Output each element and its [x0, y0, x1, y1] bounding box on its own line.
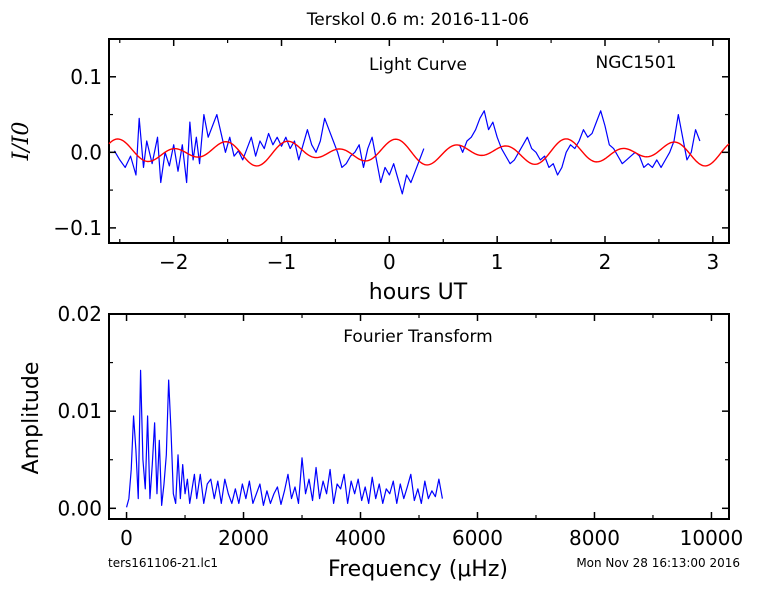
- x-tick-label: −2: [159, 250, 188, 274]
- y-axis-label-text: I/I0: [9, 122, 34, 162]
- fourier-transform-chart: Fourier Transform Frequency (μHz) Amplit…: [19, 302, 743, 582]
- fourier-transform-y-ticks: 0.00 0.01 0.02: [57, 302, 729, 520]
- fourier-transform-title: Fourier Transform: [343, 327, 492, 347]
- amp-tick-label: 0.01: [57, 399, 102, 423]
- x-tick-label: 3: [706, 250, 719, 274]
- fourier-transform-x-ticks: 0 2000 4000 6000 8000 10000: [120, 314, 743, 550]
- x-axis-label: hours UT: [369, 280, 468, 305]
- generation-timestamp: Mon Nov 28 16:13:00 2016: [576, 556, 740, 570]
- amplitude-axis-label: Amplitude: [19, 362, 44, 475]
- y-axis-label: I/I0: [9, 122, 34, 162]
- fourier-spectrum-line: [125, 369, 443, 508]
- freq-tick-label: 4000: [335, 526, 386, 550]
- freq-tick-label: 8000: [569, 526, 620, 550]
- light-curve-series: [108, 110, 730, 195]
- freq-tick-label: 0: [120, 526, 133, 550]
- frequency-axis-label: Frequency (μHz): [328, 557, 508, 582]
- light-curve-title: Light Curve: [369, 55, 467, 75]
- light-curve-x-ticks: −2 −1 0 1 2 3: [119, 39, 719, 274]
- y-tick-label: 0.1: [70, 65, 102, 89]
- amp-tick-label: 0.02: [57, 302, 102, 326]
- y-tick-label: 0.0: [70, 140, 102, 164]
- object-label: NGC1501: [595, 53, 676, 73]
- freq-tick-label: 6000: [452, 526, 503, 550]
- x-tick-label: 1: [491, 250, 504, 274]
- light-curve-chart: Light Curve NGC1501 hours UT I/I0 −2 −1 0 1…: [9, 38, 730, 305]
- light-curve-y-ticks: −0.1 0.0 0.1: [53, 65, 729, 240]
- freq-tick-label: 10000: [680, 526, 744, 550]
- fourier-transform-series: [125, 369, 443, 508]
- light-curve-frame: [108, 38, 730, 244]
- x-tick-label: 2: [599, 250, 612, 274]
- light-curve-segment-1: [458, 110, 701, 176]
- figure-title: Terskol 0.6 m: 2016-11-06: [306, 10, 530, 30]
- model-curve: [108, 138, 730, 167]
- amp-tick-label: 0.00: [57, 496, 102, 520]
- light-curve-segment-0: [113, 113, 425, 195]
- source-filename: ters161106-21.lc1: [108, 556, 218, 570]
- y-tick-label: −0.1: [53, 216, 102, 240]
- freq-tick-label: 2000: [218, 526, 269, 550]
- x-tick-label: 0: [383, 250, 396, 274]
- x-tick-label: −1: [267, 250, 296, 274]
